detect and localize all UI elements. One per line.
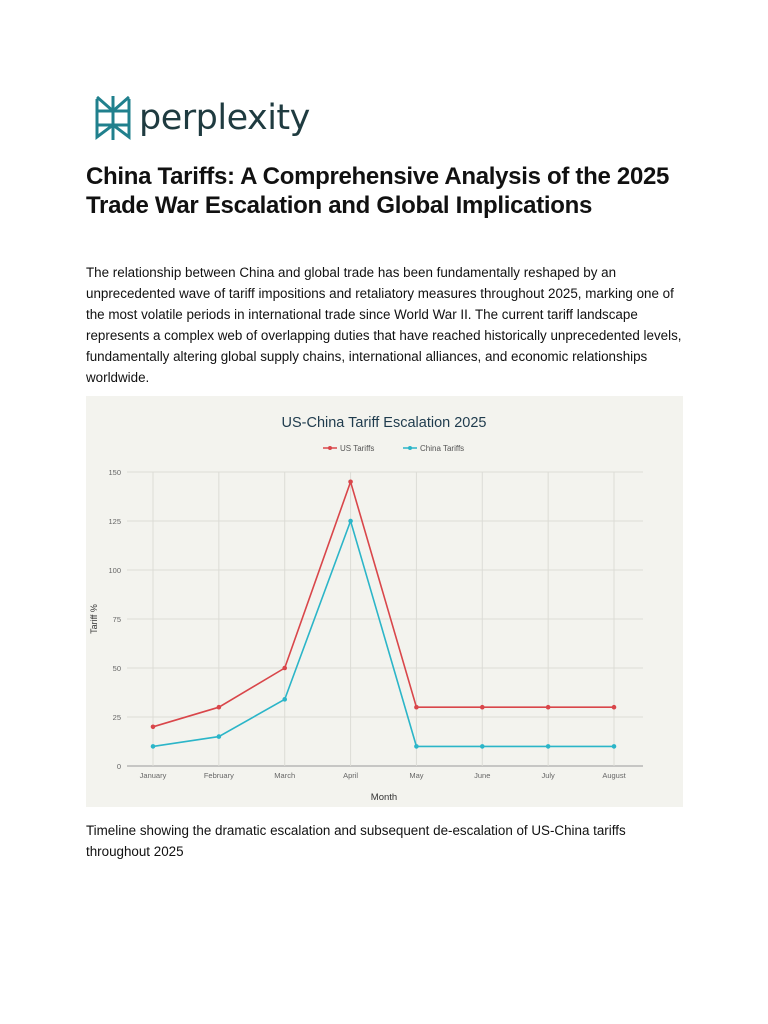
article-intro: The relationship between China and globa… xyxy=(86,265,682,385)
y-axis-label: Tariff % xyxy=(89,604,99,634)
y-tick-label: 150 xyxy=(108,468,121,477)
legend-marker-0 xyxy=(328,446,332,450)
data-point-1-3 xyxy=(348,518,353,524)
data-point-1-4 xyxy=(414,744,419,749)
data-point-0-2 xyxy=(282,665,288,671)
data-point-1-5 xyxy=(479,744,485,749)
x-tick-label: June xyxy=(474,771,490,780)
x-tick-label: January xyxy=(140,771,167,780)
legend-marker-1 xyxy=(408,446,412,450)
data-point-0-5 xyxy=(479,704,485,710)
data-point-1-1 xyxy=(216,734,222,739)
y-tick-label: 50 xyxy=(113,664,121,673)
tariff-chart-svg: US-China Tariff Escalation 2025 US Tariff… xyxy=(89,415,643,803)
data-point-1-0 xyxy=(150,744,156,749)
data-point-1-2 xyxy=(282,697,288,702)
series-line-0 xyxy=(152,479,614,728)
brand-name: perplexity xyxy=(139,97,310,138)
x-axis-label: Month xyxy=(371,792,397,803)
legend-label-1: China Tariffs xyxy=(420,444,464,453)
article-title: China Tariffs: A Comprehensive Analysis … xyxy=(86,163,670,219)
data-point-1-7 xyxy=(611,744,617,749)
x-tick-label: March xyxy=(274,771,295,780)
data-point-1-6 xyxy=(545,744,551,749)
chart-title: US-China Tariff Escalation 2025 xyxy=(282,415,487,431)
series-line-1 xyxy=(152,518,614,748)
data-point-0-3 xyxy=(348,479,353,485)
perplexity-logo: perplexity xyxy=(93,94,310,142)
data-point-0-0 xyxy=(150,724,156,730)
data-point-0-1 xyxy=(216,704,222,710)
tariff-chart: US-China Tariff Escalation 2025 US Tariff… xyxy=(86,396,683,807)
y-tick-label: 100 xyxy=(108,566,121,575)
x-tick-label: May xyxy=(409,771,423,780)
x-tick-label: July xyxy=(541,771,555,780)
data-point-0-6 xyxy=(545,704,551,710)
data-point-0-4 xyxy=(414,704,419,710)
data-point-0-7 xyxy=(611,704,617,710)
legend-label-0: US Tariffs xyxy=(340,444,374,453)
y-tick-label: 25 xyxy=(113,713,121,722)
y-tick-label: 125 xyxy=(108,517,121,526)
y-tick-label: 0 xyxy=(117,762,121,771)
perplexity-logo-icon xyxy=(95,95,131,140)
y-tick-label: 75 xyxy=(113,615,121,624)
x-tick-label: August xyxy=(602,771,626,780)
x-tick-label: April xyxy=(343,771,358,780)
chart-caption: Timeline showing the dramatic escalation… xyxy=(86,823,626,859)
x-tick-label: February xyxy=(204,771,234,780)
